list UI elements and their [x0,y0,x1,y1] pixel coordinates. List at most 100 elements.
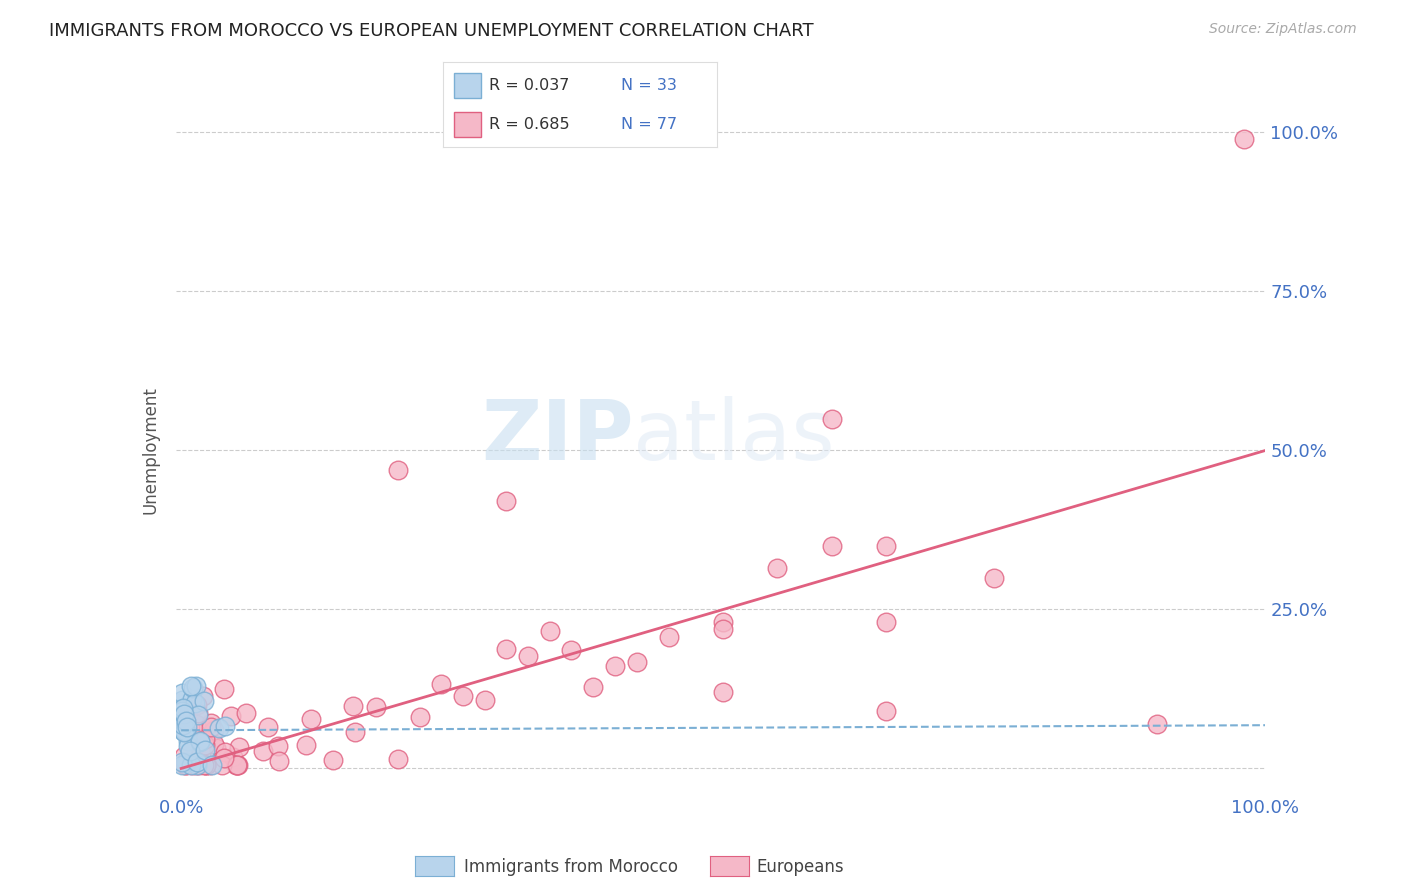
Point [194,746,217,760]
Point [194,732,217,747]
Bar [454,72,481,98]
Point [176,720,198,734]
Point [222,750,245,764]
Point [211,758,233,772]
Text: Immigrants from Morocco: Immigrants from Morocco [464,858,678,876]
Point [875,615,897,630]
Point [172,693,194,707]
Point [191,737,214,751]
Point [430,677,453,691]
Point [821,539,844,553]
Point [366,699,388,714]
Point [198,758,221,772]
Point [582,680,605,694]
Point [202,737,225,751]
Point [226,758,249,772]
Point [200,758,222,772]
Point [228,740,250,755]
Point [711,622,734,636]
Point [474,693,496,707]
Point [214,745,236,759]
Point [172,701,194,715]
Point [200,720,222,734]
Point [188,733,211,747]
Point [187,708,209,723]
Point [184,758,207,772]
Point [174,714,197,728]
Point [187,706,209,721]
Point [186,698,208,712]
Point [1146,717,1168,731]
Point [1233,132,1256,146]
Text: Source: ZipAtlas.com: Source: ZipAtlas.com [1209,22,1357,37]
Point [257,720,280,734]
Point [711,615,734,629]
Point [821,411,844,425]
Y-axis label: Unemployment: Unemployment [142,386,160,515]
Point [179,701,201,715]
Point [343,724,366,739]
Point [267,754,290,768]
Point [187,751,209,765]
Point [603,659,626,673]
Point [190,747,212,761]
Point [174,756,197,770]
Point [172,714,194,729]
Point [387,752,409,766]
Point [173,748,195,763]
Point [176,758,198,772]
Bar [454,112,481,137]
Point [225,758,247,772]
Point [188,735,211,749]
Point [186,716,208,731]
Point [177,739,200,754]
Point [183,696,205,710]
Point [295,738,318,752]
Point [214,719,236,733]
Point [226,758,249,772]
Point [173,707,195,722]
Point [205,740,228,755]
Text: atlas: atlas [633,396,835,477]
Point [181,681,204,695]
Point [875,539,897,553]
Point [193,694,215,708]
Point [560,642,582,657]
Point [299,712,322,726]
Point [181,757,204,772]
Text: Europeans: Europeans [756,858,844,876]
Point [172,686,194,700]
Point [172,723,194,738]
Point [193,758,215,772]
Point [194,758,217,772]
Text: R = 0.685: R = 0.685 [489,117,569,132]
Point [538,624,561,639]
Point [194,738,217,752]
Point [181,692,204,706]
Point [711,685,734,699]
Point [322,753,344,767]
Point [174,724,197,739]
Point [180,679,202,693]
Point [179,744,201,758]
Point [180,758,202,772]
Point [173,724,195,739]
Point [208,721,231,735]
Point [188,758,211,772]
Text: N = 33: N = 33 [621,78,676,93]
Point [172,755,194,769]
Text: IMMIGRANTS FROM MOROCCO VS EUROPEAN UNEMPLOYMENT CORRELATION CHART: IMMIGRANTS FROM MOROCCO VS EUROPEAN UNEM… [49,22,814,40]
Text: R = 0.037: R = 0.037 [489,78,569,93]
Point [214,681,236,696]
Point [387,462,409,476]
Point [181,731,204,745]
Point [195,730,218,744]
Point [875,704,897,718]
Point [173,707,195,722]
Point [174,724,197,739]
Point [194,743,217,757]
Point [626,655,648,669]
Point [983,571,1005,585]
Point [193,689,215,703]
Point [235,706,257,720]
